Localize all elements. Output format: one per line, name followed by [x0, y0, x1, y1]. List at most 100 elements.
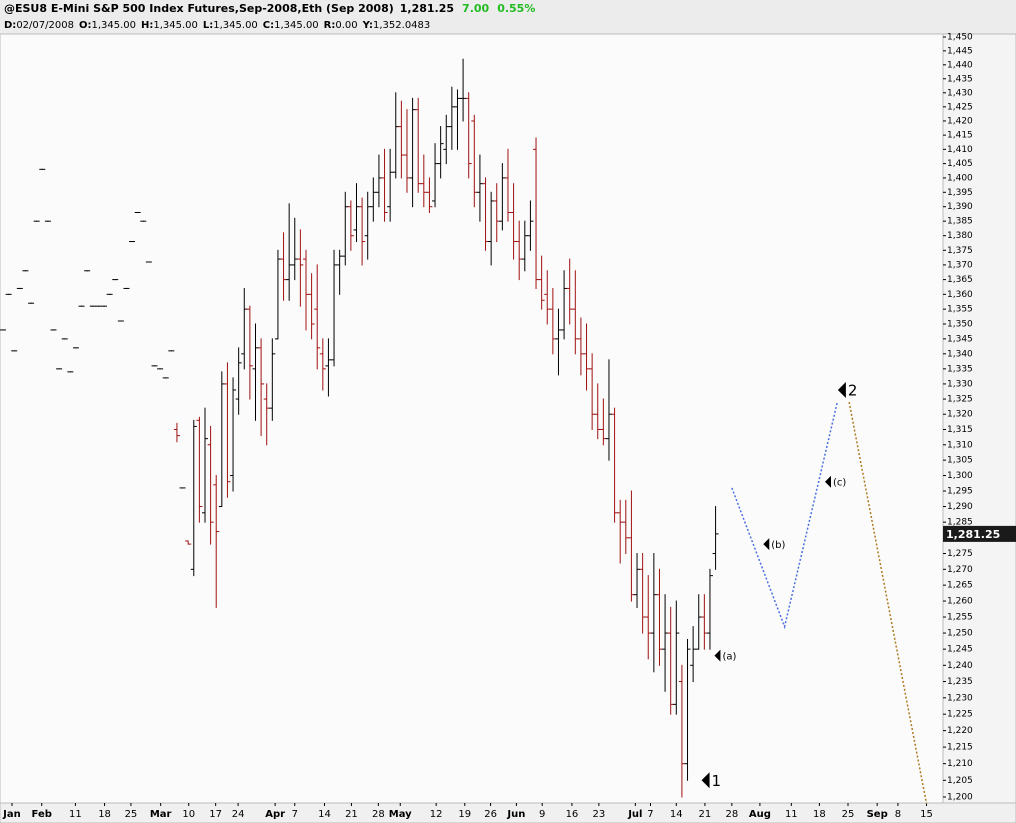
y-tick-label: 1,215 [947, 743, 973, 753]
ohlc-bar [420, 154, 427, 208]
y-tick-label: 1,390 [947, 202, 973, 212]
ohlc-bar [269, 338, 276, 421]
info-value: 1,345.00 [153, 20, 198, 31]
y-tick-label: 1,380 [947, 231, 973, 241]
info-value: 1,345.00 [213, 20, 258, 31]
ohlc-bar [235, 347, 242, 415]
info-key: D: [4, 20, 16, 31]
x-tick-label: 10 [182, 809, 195, 820]
ohlc-bar [634, 553, 641, 608]
ohlc-bar [656, 568, 663, 666]
ohlc-bar [246, 305, 253, 400]
ohlc-bar [230, 377, 237, 492]
ohlc-bar [667, 606, 674, 715]
ohlc-bar [224, 362, 231, 498]
ohlc-bar [297, 229, 304, 307]
info-value: 1,345.00 [91, 20, 136, 31]
ohlc-bar [325, 338, 332, 397]
ohlc-bar [706, 568, 713, 650]
info-key: O: [79, 20, 92, 31]
ohlc-bar [544, 270, 551, 325]
ohlc-bar [61, 338, 68, 340]
annotation-marker [824, 475, 831, 488]
ohlc-bar [95, 305, 102, 307]
y-tick-label: 1,405 [947, 159, 973, 169]
y-tick-label: 1,240 [947, 661, 973, 671]
ohlc-bar [0, 329, 7, 331]
ohlc-bar [589, 353, 596, 430]
ohlc-bar [650, 553, 657, 673]
info-value: 1,352.0483 [373, 20, 430, 31]
ohlc-bar [252, 323, 259, 421]
ohlc-bar [347, 200, 354, 251]
ohlc-bar [185, 540, 192, 545]
ohlc-bar [213, 475, 220, 608]
x-tick-label: 19 [458, 809, 471, 820]
ohlc-bar [493, 183, 500, 243]
ohlc-bar [84, 270, 91, 272]
info-key: H: [141, 20, 153, 31]
x-tick-label: Jul [627, 809, 642, 820]
last-price-label: 1,281.25 [946, 528, 1000, 541]
annotation-marker [714, 649, 721, 662]
y-tick-label: 1,310 [947, 440, 973, 450]
y-tick-label: 1,370 [947, 260, 973, 270]
y-tick-label: 1,325 [947, 395, 973, 405]
x-tick-label: 26 [484, 809, 497, 820]
info-line: D:02/07/2008 O:1,345.00 H:1,345.00 L:1,345.… [4, 20, 430, 31]
x-tick-label: 28 [372, 809, 385, 820]
y-tick-label: 1,350 [947, 319, 973, 329]
y-tick-label: 1,305 [947, 456, 973, 466]
ohlc-bar [336, 249, 343, 295]
y-tick-label: 1,260 [947, 597, 973, 607]
ohlc-bar [67, 371, 74, 373]
y-tick-label: 1,400 [947, 173, 973, 183]
y-tick-label: 1,285 [947, 518, 973, 528]
y-tick-label: 1,315 [947, 425, 973, 435]
annotation-label: 2 [848, 381, 858, 399]
y-tick-label: 1,295 [947, 487, 973, 497]
ohlc-bar [274, 249, 281, 340]
ohlc-bar [678, 664, 685, 798]
y-tick-label: 1,340 [947, 349, 973, 359]
change-pct: 0.55% [497, 2, 535, 15]
ohlc-bar [207, 425, 214, 545]
ohlc-bar [173, 422, 180, 443]
ohlc-bar [308, 273, 315, 340]
ohlc-bar [516, 220, 523, 281]
ohlc-bar [129, 241, 136, 243]
y-tick-label: 1,395 [947, 188, 973, 198]
x-tick-label: 16 [566, 809, 579, 820]
info-value: 1,345.00 [274, 20, 319, 31]
annotation-marker [701, 772, 710, 789]
x-tick-label: Feb [32, 809, 52, 820]
ohlc-bar [695, 594, 702, 650]
x-tick-label: 23 [593, 809, 606, 820]
ohlc-bar [555, 308, 562, 376]
ohlc-bar [645, 575, 652, 660]
y-tick-label: 1,210 [947, 759, 973, 769]
ohlc-bar [605, 359, 612, 461]
x-tick-label: Aug [749, 809, 771, 820]
x-tick-label: 15 [920, 809, 933, 820]
header-bg [0, 0, 1016, 34]
ohlc-bar [353, 183, 360, 243]
ohlc-bar [89, 305, 96, 307]
ohlc-bar [381, 148, 388, 222]
ohlc-bar [673, 600, 680, 715]
ohlc-bar [566, 258, 573, 325]
y-tick-label: 1,375 [947, 246, 973, 256]
x-tick-label: Sep [867, 809, 888, 820]
x-tick-label: 9 [539, 809, 545, 820]
ohlc-bar [504, 148, 511, 222]
ohlc-bar [112, 279, 119, 281]
x-tick-label: 14 [670, 809, 683, 820]
ohlc-bar [538, 255, 545, 310]
ohlc-bar [387, 148, 394, 222]
ohlc-bar [140, 220, 147, 222]
ohlc-bar [39, 168, 46, 170]
ohlc-bar [56, 368, 63, 370]
plot-area [0, 33, 944, 804]
y-axis-area [942, 33, 1016, 804]
